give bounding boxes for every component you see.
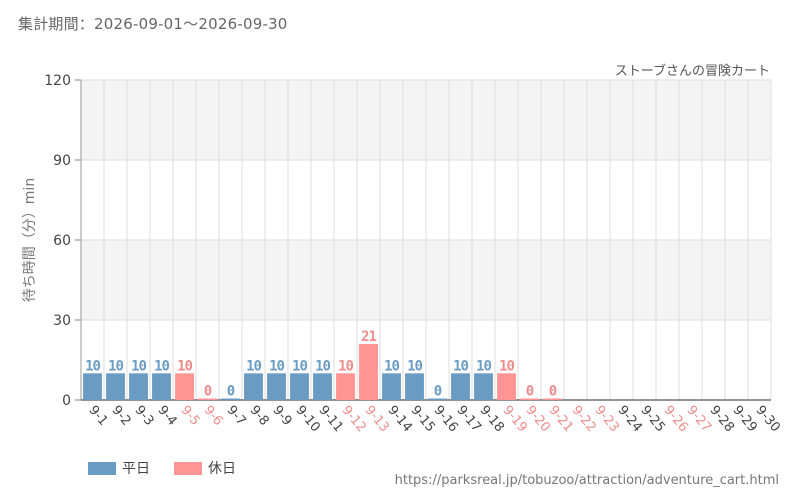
data-label-9-18: 10 xyxy=(476,358,491,374)
bar-9-4 xyxy=(152,373,171,400)
bar-9-9 xyxy=(267,373,286,400)
x-tick-label-9-7: 9-7 xyxy=(223,403,248,429)
bar-9-19 xyxy=(497,373,516,400)
bar-9-6 xyxy=(198,398,217,400)
x-tick-label-9-26: 9-26 xyxy=(660,403,690,435)
data-label-9-19: 10 xyxy=(499,358,514,374)
bar-9-20 xyxy=(520,398,539,400)
data-label-9-14: 10 xyxy=(384,358,399,374)
legend-item-weekday: 平日 xyxy=(88,458,150,478)
x-tick-label-9-2: 9-2 xyxy=(108,403,133,429)
bar-9-5 xyxy=(175,373,194,400)
x-tick-label-9-11: 9-11 xyxy=(315,403,345,435)
x-tick-label-9-16: 9-16 xyxy=(430,403,460,435)
data-label-9-4: 10 xyxy=(154,358,169,374)
x-tick-label-9-12: 9-12 xyxy=(338,403,368,435)
legend: 平日 休日 xyxy=(88,458,260,478)
x-tick-label-9-24: 9-24 xyxy=(614,403,644,435)
y-tick-label: 120 xyxy=(44,73,71,89)
legend-swatch-holiday xyxy=(174,461,202,475)
x-tick-label-9-18: 9-18 xyxy=(476,403,506,435)
x-tick-label-9-19: 9-19 xyxy=(499,403,529,435)
x-tick-label-9-27: 9-27 xyxy=(683,403,713,435)
x-tick-label-9-28: 9-28 xyxy=(706,403,736,435)
x-tick-label-9-17: 9-17 xyxy=(453,403,483,435)
x-tick-label-9-22: 9-22 xyxy=(568,403,598,435)
legend-swatch-weekday xyxy=(88,461,116,475)
legend-item-holiday: 休日 xyxy=(174,458,236,478)
x-tick-label-9-14: 9-14 xyxy=(384,403,414,435)
data-label-9-9: 10 xyxy=(269,358,284,374)
data-label-9-7: 0 xyxy=(227,384,235,400)
bar-9-15 xyxy=(405,373,424,400)
chart-title: ストーブさんの冒険カート xyxy=(614,64,770,79)
x-tick-label-9-1: 9-1 xyxy=(85,403,110,429)
x-tick-label-9-13: 9-13 xyxy=(361,403,391,435)
data-label-9-12: 10 xyxy=(338,358,353,374)
legend-label-holiday: 休日 xyxy=(208,461,236,477)
x-tick-label-9-30: 9-30 xyxy=(752,403,782,435)
x-tick-label-9-20: 9-20 xyxy=(522,403,552,435)
bar-9-13 xyxy=(359,344,378,400)
data-label-9-5: 10 xyxy=(177,358,192,374)
bar-9-21 xyxy=(543,398,562,400)
bar-9-12 xyxy=(336,373,355,400)
data-label-9-13: 21 xyxy=(361,329,376,345)
bar-9-14 xyxy=(382,373,401,400)
bar-9-7 xyxy=(221,398,240,400)
bar-9-10 xyxy=(290,373,309,400)
source-url[interactable]: https://parksreal.jp/tobuzoo/attraction/… xyxy=(394,473,779,488)
bar-9-1 xyxy=(83,373,102,400)
bar-9-11 xyxy=(313,373,332,400)
data-label-9-20: 0 xyxy=(526,384,534,400)
data-label-9-6: 0 xyxy=(204,384,212,400)
x-tick-label-9-5: 9-5 xyxy=(177,403,202,429)
bar-9-8 xyxy=(244,373,263,400)
x-tick-label-9-4: 9-4 xyxy=(154,403,179,429)
x-tick-label-9-29: 9-29 xyxy=(729,403,759,435)
x-tick-label-9-6: 9-6 xyxy=(200,403,225,429)
data-label-9-11: 10 xyxy=(315,358,330,374)
y-tick-label: 90 xyxy=(53,153,71,169)
bar-9-18 xyxy=(474,373,493,400)
y-tick-label: 30 xyxy=(53,313,71,329)
y-axis-label: 待ち時間（分）min xyxy=(22,178,38,302)
legend-label-weekday: 平日 xyxy=(122,461,150,477)
data-label-9-1: 10 xyxy=(85,358,100,374)
x-tick-label-9-3: 9-3 xyxy=(131,403,156,429)
data-label-9-21: 0 xyxy=(549,384,557,400)
period-label: 集計期間：2026-09-01～2026-09-30 xyxy=(18,15,288,33)
data-label-9-10: 10 xyxy=(292,358,307,374)
x-tick-label-9-8: 9-8 xyxy=(246,403,271,429)
data-label-9-17: 10 xyxy=(453,358,468,374)
bar-9-3 xyxy=(129,373,148,400)
data-label-9-2: 10 xyxy=(108,358,123,374)
data-label-9-16: 0 xyxy=(434,384,442,400)
data-label-9-15: 10 xyxy=(407,358,422,374)
data-label-9-3: 10 xyxy=(131,358,146,374)
x-tick-label-9-10: 9-10 xyxy=(292,403,322,435)
y-tick-label: 0 xyxy=(62,393,71,409)
data-label-9-8: 10 xyxy=(246,358,261,374)
x-tick-label-9-9: 9-9 xyxy=(269,403,294,429)
bar-9-2 xyxy=(106,373,125,400)
x-tick-label-9-15: 9-15 xyxy=(407,403,437,435)
x-tick-label-9-21: 9-21 xyxy=(545,403,575,435)
y-tick-label: 60 xyxy=(53,233,71,249)
bar-9-16 xyxy=(428,398,447,400)
x-tick-label-9-25: 9-25 xyxy=(637,403,667,435)
bar-9-17 xyxy=(451,373,470,400)
x-tick-label-9-23: 9-23 xyxy=(591,403,621,435)
